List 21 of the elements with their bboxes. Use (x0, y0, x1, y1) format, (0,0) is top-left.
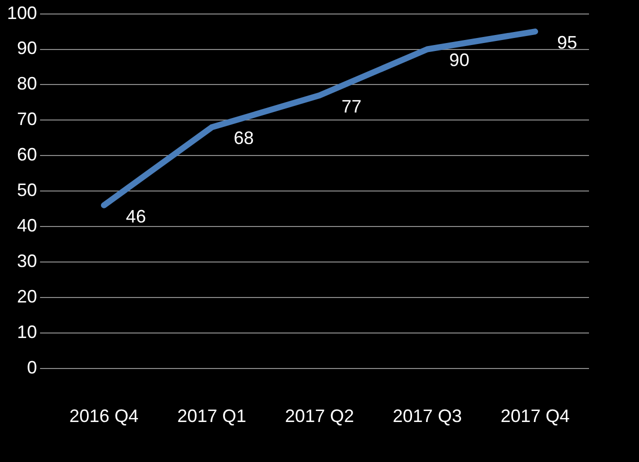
y-tick-label: 10 (17, 322, 38, 342)
y-tick-label: 90 (17, 38, 38, 58)
y-tick-label: 70 (17, 109, 38, 130)
data-label: 95 (557, 32, 578, 52)
y-tick-label: 80 (17, 74, 38, 94)
x-tick-label: 2017 Q3 (392, 406, 462, 426)
x-tick-label: 2017 Q2 (284, 406, 354, 426)
data-label: 68 (234, 128, 254, 148)
y-tick-label: 100 (6, 2, 38, 23)
x-tick-label: 2016 Q4 (69, 406, 138, 426)
y-tick-label: 20 (17, 286, 38, 306)
y-tick-label: 50 (17, 180, 38, 200)
data-label: 90 (449, 50, 470, 70)
data-label: 46 (126, 206, 146, 226)
data-label: 77 (342, 96, 362, 116)
x-tick-label: 2017 Q1 (177, 406, 246, 426)
x-tick-label: 2017 Q4 (500, 406, 570, 426)
y-tick-label: 0 (27, 357, 38, 378)
y-tick-label: 30 (17, 250, 38, 271)
y-tick-label: 60 (17, 144, 38, 165)
y-tick-label: 40 (17, 216, 38, 236)
